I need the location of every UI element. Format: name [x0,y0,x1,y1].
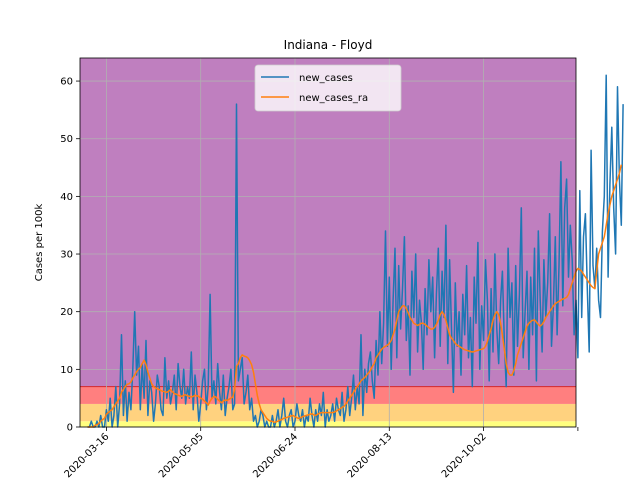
y-tick-label-3: 30 [60,250,73,261]
y-tick-label-0: 0 [67,423,73,434]
risk-band-0 [80,421,576,427]
legend-box [254,64,402,112]
y-axis-label: Cases per 100k [34,204,45,282]
y-axis: 0 10 20 30 40 50 60 [60,77,80,434]
series-line-new_cases_ra [87,164,623,428]
plot-frame [79,57,577,428]
y-tick-label-5: 50 [60,134,73,145]
risk-band-2 [80,386,576,404]
chart-title: Indiana - Floyd [284,38,373,52]
y-tick-label-6: 60 [60,77,73,88]
y-tick-label-1: 10 [60,365,73,376]
legend-label-new_cases_ra: new_cases_ra [299,93,368,104]
y-tick-label-2: 20 [60,307,73,318]
legend: new_cases new_cases_ra [254,64,402,112]
legend-label-new_cases: new_cases [299,73,353,84]
risk-bands [80,58,576,427]
y-tick-label-4: 40 [60,192,73,203]
series-layer [87,74,624,428]
